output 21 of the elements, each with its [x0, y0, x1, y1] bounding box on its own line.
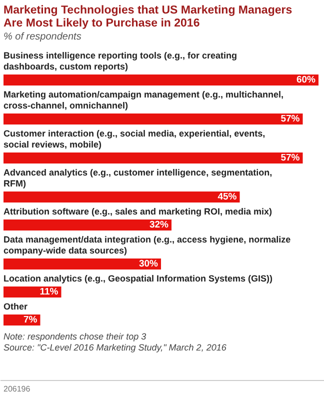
annotation: Source: "C-Level 2016 Marketing Study," March 2, 2016 [4, 342, 226, 352]
data-label: 7% [24, 314, 38, 326]
chart-subtitle: % of respondents [4, 32, 82, 42]
text: 206196 [4, 384, 31, 394]
y-tick-label: Attribution software (e.g., sales and marketing ROI, media mix) [4, 206, 272, 216]
data-label: 57% [280, 114, 300, 124]
y-tick-label: Business intelligence reporting tools (e.g., for creating dashboards, custom reports) [4, 50, 238, 72]
data-label: 60% [296, 74, 316, 86]
y-tick-label: Location analytics (e.g., Geospatial Information Systems (GIS)) [4, 274, 273, 284]
annotation: Note: respondents chose their top 3 [4, 332, 146, 342]
chart-title: Marketing Technologies that US Marketing Managers Are Most Likely to Purchase in 2016 [4, 4, 292, 30]
data-label: 45% [218, 192, 238, 202]
y-tick-label: Other [4, 302, 28, 312]
data-label: 32% [149, 220, 170, 230]
y-tick-label: Data management/data integration (e.g., access hygiene, normalize company-wide data sources) [4, 234, 291, 256]
data-label: 11% [40, 286, 59, 298]
y-tick-label: Customer interaction (e.g., social media, experiential, events, social reviews, mobile) [4, 128, 266, 150]
y-tick-label: Marketing automation/campaign management (e.g., multichannel, cross-channel, omnichannel) [4, 90, 284, 110]
y-tick-label: Advanced analytics (e.g., customer intelligence, segmentation, RFM) [4, 168, 272, 188]
data-label: 57% [280, 152, 300, 164]
data-label: 30% [138, 258, 159, 270]
